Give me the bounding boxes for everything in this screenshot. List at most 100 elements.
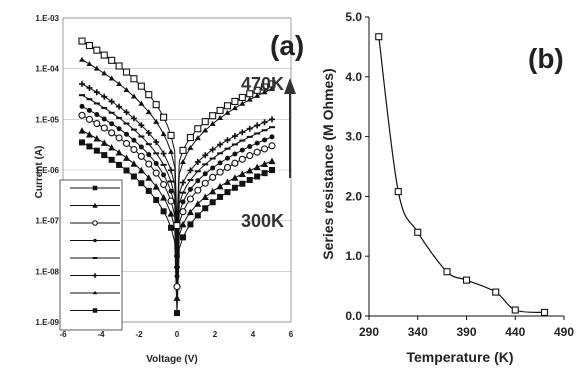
resistance-plot-x-tick-label: 390 xyxy=(456,325,476,339)
iv-data-point xyxy=(130,115,137,122)
iv-data-point xyxy=(167,131,175,139)
iv-plot-y-tick-label: 1.E-03 xyxy=(35,14,59,23)
iv-plot-x-ticks: -6 -4 -2 0 2 4 6 xyxy=(59,330,293,339)
iv-data-point xyxy=(187,221,194,228)
iv-data-point xyxy=(187,167,194,174)
iv-data-point xyxy=(152,169,160,177)
iv-data-point xyxy=(137,152,145,160)
iv-plot-curves xyxy=(78,37,276,317)
iv-data-point xyxy=(179,220,187,228)
iv-data-point xyxy=(108,98,115,105)
iv-data-point xyxy=(254,173,261,180)
iv-data-point xyxy=(137,166,145,174)
iv-plot-legend-marker xyxy=(92,290,98,295)
iv-data-point xyxy=(79,56,85,62)
iv-data-point xyxy=(160,208,167,215)
iv-plot-legend-marker xyxy=(92,308,98,313)
iv-data-point xyxy=(187,186,193,192)
iv-data-point xyxy=(174,310,180,317)
iv-data-point xyxy=(130,160,138,167)
iv-data-point xyxy=(101,70,108,76)
iv-data-point xyxy=(160,163,167,166)
iv-plot-panel-label: (a) xyxy=(270,30,304,61)
iv-data-point xyxy=(268,80,276,88)
iv-data-point xyxy=(262,137,268,143)
resistance-data-point xyxy=(443,268,451,276)
iv-data-point xyxy=(138,135,145,138)
iv-data-point xyxy=(269,85,275,91)
iv-plot-x-tick-label: 0 xyxy=(175,330,180,339)
iv-plot-legend-marker xyxy=(92,202,98,208)
iv-data-point xyxy=(194,125,202,133)
iv-data-point xyxy=(78,111,86,119)
iv-data-point xyxy=(202,205,209,212)
resistance-plot-x-tick-label: 290 xyxy=(359,325,379,339)
resistance-data-point xyxy=(394,188,402,196)
iv-data-point xyxy=(173,283,181,291)
iv-data-point xyxy=(167,210,175,217)
iv-data-point xyxy=(174,266,180,269)
iv-data-point xyxy=(137,82,145,90)
iv-data-point xyxy=(209,173,217,181)
iv-data-point xyxy=(223,102,232,110)
iv-data-point xyxy=(223,163,232,172)
iv-data-point xyxy=(195,178,201,184)
iv-data-point xyxy=(246,96,253,102)
iv-data-point xyxy=(145,91,153,99)
resistance-data-point xyxy=(462,276,471,284)
iv-data-point xyxy=(130,93,137,99)
iv-data-point xyxy=(179,234,186,241)
iv-data-point xyxy=(186,208,194,216)
iv-data-point xyxy=(239,147,245,153)
iv-data-point xyxy=(246,135,253,138)
iv-data-point xyxy=(86,84,93,91)
iv-data-point xyxy=(202,171,208,177)
resistance-data-point xyxy=(492,288,500,296)
iv-data-point xyxy=(269,126,275,129)
resistance-plot-y-tick-label: 1.0 xyxy=(345,249,362,263)
iv-data-point xyxy=(116,116,123,119)
iv-data-point xyxy=(217,115,224,121)
iv-plot-x-tick-label: 6 xyxy=(289,330,294,339)
iv-data-point xyxy=(160,113,168,121)
iv-data-point xyxy=(116,126,122,132)
resistance-plot-y-tick-label: 0.0 xyxy=(345,309,362,323)
iv-data-point xyxy=(268,142,276,150)
iv-data-point xyxy=(130,75,138,83)
iv-data-point xyxy=(231,133,238,140)
iv-data-point xyxy=(101,116,107,122)
iv-data-point xyxy=(93,102,100,105)
iv-data-point xyxy=(209,199,216,206)
iv-data-point xyxy=(86,143,93,150)
iv-data-point xyxy=(186,134,194,142)
iv-data-point xyxy=(153,152,160,155)
iv-data-point xyxy=(101,152,108,159)
iv-data-point xyxy=(85,130,93,138)
iv-data-point xyxy=(152,101,160,109)
iv-data-point xyxy=(116,103,123,110)
iv-data-point xyxy=(116,81,123,87)
iv-data-point xyxy=(109,121,115,127)
iv-data-point xyxy=(174,273,180,279)
iv-data-point xyxy=(108,111,115,114)
iv-plot-y-tick-label: 1.E-06 xyxy=(35,166,59,175)
iv-data-point xyxy=(138,180,145,187)
iv-data-point xyxy=(78,127,86,134)
iv-data-point xyxy=(100,51,108,59)
iv-data-point xyxy=(79,94,85,97)
iv-data-point xyxy=(209,120,216,126)
iv-data-point xyxy=(79,103,85,109)
iv-plot-y-axis-label: Current (A) xyxy=(34,146,45,199)
iv-data-point xyxy=(101,106,108,109)
iv-data-point xyxy=(146,152,152,158)
iv-data-point xyxy=(239,180,246,187)
iv-data-point xyxy=(168,188,174,194)
iv-data-point xyxy=(180,199,186,205)
iv-data-point xyxy=(86,61,93,67)
iv-plot-y-tick-label: 1.E-09 xyxy=(35,318,59,327)
iv-data-point xyxy=(145,174,153,181)
iv-data-point xyxy=(161,172,167,178)
iv-data-point xyxy=(209,187,217,195)
iv-data-point xyxy=(123,109,130,116)
